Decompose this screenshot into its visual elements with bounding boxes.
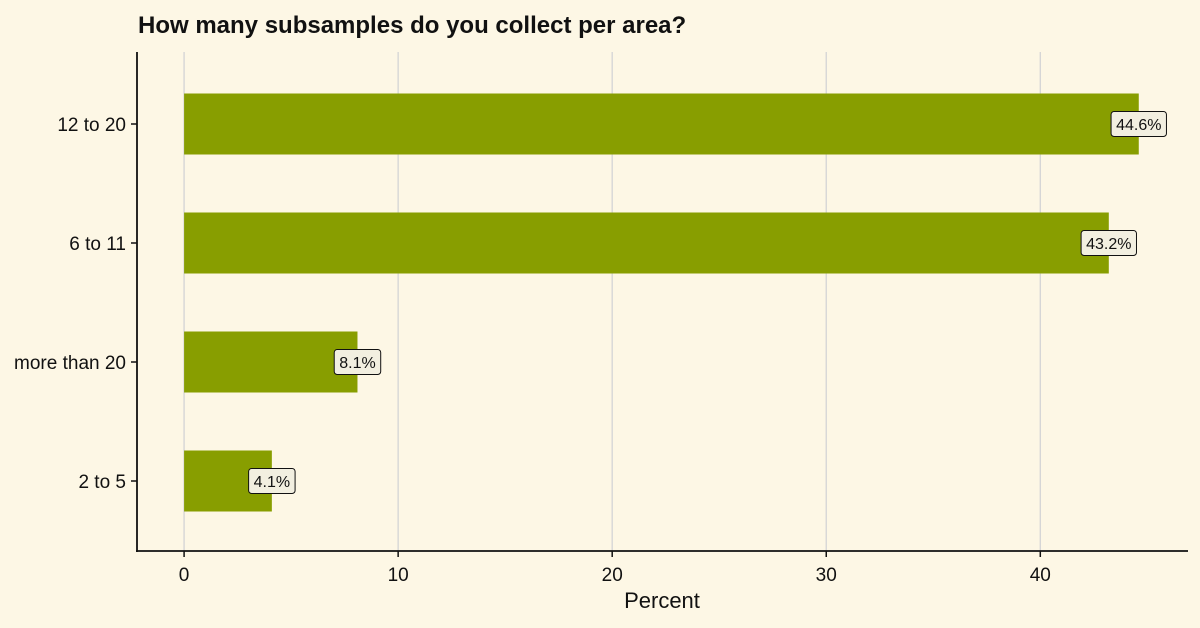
bars — [184, 93, 1139, 512]
y-tick-label: 12 to 20 — [57, 115, 126, 136]
data-labels: 44.6% 43.2% 8.1% 4.1% — [248, 111, 1167, 494]
data-label-box — [333, 349, 382, 375]
x-tick-label: 20 — [602, 565, 623, 586]
x-tick-label: 40 — [1030, 565, 1051, 586]
x-tick-label: 30 — [816, 565, 837, 586]
data-label-text: 44.6% — [1116, 117, 1161, 134]
bar — [184, 212, 1109, 274]
data-label: 44.6% — [1110, 111, 1167, 137]
data-label-text: 8.1% — [339, 355, 375, 372]
data-label: 8.1% — [333, 349, 382, 375]
y-axis-ticks: 12 to 20 6 to 11 more than 20 2 to 5 — [14, 115, 137, 493]
data-label-box — [1080, 230, 1137, 256]
bar — [184, 93, 1139, 155]
y-tick-label: 6 to 11 — [69, 234, 126, 255]
data-label: 43.2% — [1080, 230, 1137, 256]
y-tick-label: 2 to 5 — [78, 472, 126, 493]
chart-title: How many subsamples do you collect per a… — [138, 12, 686, 39]
x-axis-ticks: 0 10 20 30 40 — [179, 551, 1051, 586]
data-label: 4.1% — [248, 468, 296, 494]
x-axis-title: Percent — [624, 588, 700, 613]
y-tick-label: more than 20 — [14, 353, 126, 374]
bar — [184, 331, 358, 393]
data-label-box — [248, 468, 296, 494]
data-label-text: 4.1% — [254, 474, 290, 491]
data-label-box — [1110, 111, 1167, 137]
x-tick-label: 10 — [388, 565, 409, 586]
axes — [136, 52, 1188, 552]
x-tick-label: 0 — [179, 565, 190, 586]
data-label-text: 43.2% — [1086, 236, 1131, 253]
